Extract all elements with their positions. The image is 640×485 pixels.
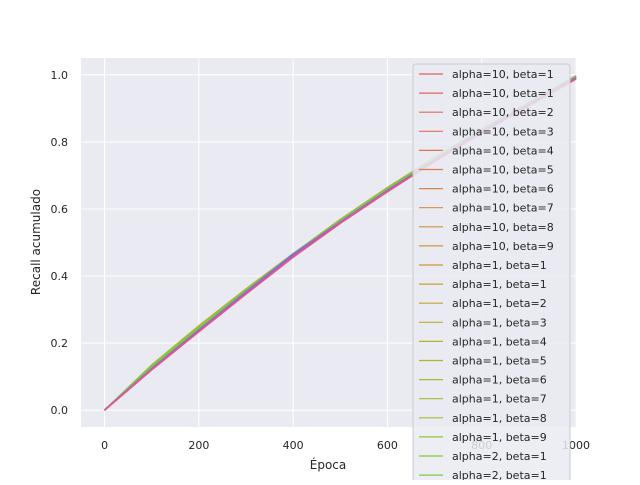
legend-label: alpha=10, beta=5: [452, 164, 554, 177]
y-tick-label: 0.4: [51, 270, 69, 283]
legend-label: alpha=10, beta=3: [452, 125, 554, 138]
x-tick-label: 400: [283, 439, 304, 452]
legend-label: alpha=1, beta=4: [452, 335, 547, 348]
y-tick-label: 0.0: [51, 404, 69, 417]
y-tick-label: 0.6: [51, 203, 69, 216]
y-tick-label: 0.2: [51, 337, 69, 350]
legend-label: alpha=10, beta=8: [452, 221, 554, 234]
y-tick-label: 0.8: [51, 136, 69, 149]
x-tick-label: 0: [101, 439, 108, 452]
legend-label: alpha=1, beta=6: [452, 374, 547, 387]
legend-label: alpha=1, beta=7: [452, 393, 547, 406]
legend-box: [412, 63, 571, 485]
legend-label: alpha=2, beta=1: [452, 450, 547, 463]
legend-label: alpha=10, beta=7: [452, 202, 554, 215]
y-axis-label: Recall acumulado: [29, 189, 43, 295]
legend-label: alpha=10, beta=1: [452, 87, 554, 100]
legend-label: alpha=1, beta=8: [452, 412, 547, 425]
x-tick-label: 200: [188, 439, 209, 452]
legend: alpha=10, beta=1 alpha=10, beta=1 alpha=10…: [412, 63, 571, 485]
x-tick-label: 600: [377, 439, 398, 452]
legend-label: alpha=1, beta=9: [452, 431, 547, 444]
legend-label: alpha=10, beta=4: [452, 144, 554, 157]
legend-label: alpha=10, beta=9: [452, 240, 554, 253]
legend-label: alpha=10, beta=2: [452, 106, 554, 119]
legend-label: alpha=1, beta=2: [452, 297, 547, 310]
legend-label: alpha=10, beta=1: [452, 68, 554, 81]
legend-label: alpha=1, beta=5: [452, 355, 547, 368]
x-axis-label: Época: [310, 457, 347, 472]
legend-label: alpha=1, beta=1: [452, 259, 547, 272]
legend-label: alpha=1, beta=1: [452, 278, 547, 291]
y-tick-label: 1.0: [51, 69, 69, 82]
legend-label: alpha=1, beta=3: [452, 316, 547, 329]
legend-label: alpha=2, beta=1: [452, 469, 547, 480]
legend-label: alpha=10, beta=6: [452, 183, 554, 196]
